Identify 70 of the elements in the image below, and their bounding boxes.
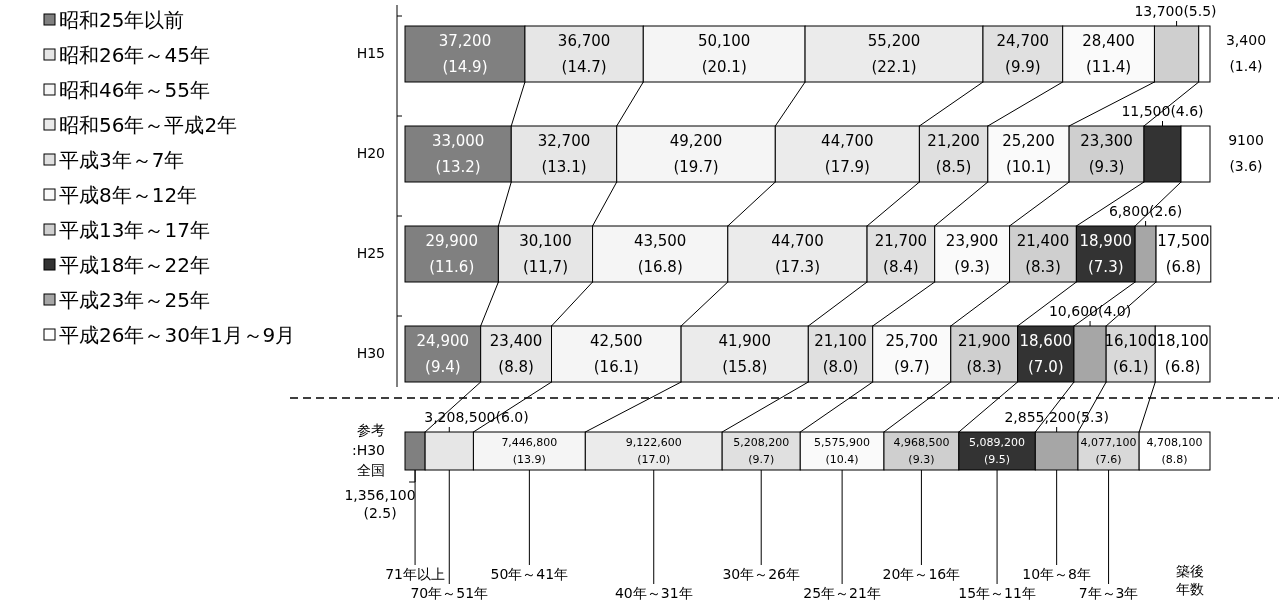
text: 築後年数 [1176,563,1204,597]
data-label: 21,700 (8.4) [874,231,928,276]
legend-label: 平成8年～12年 [59,182,198,207]
legend-label: 平成18年～22年 [59,252,210,277]
data-label: 7,446,800 (13.9) [501,435,558,466]
data-label: 4,708,100 (8.8) [1146,435,1203,466]
data-label: 5,208,200 (9.7) [733,435,790,466]
legend-label: 平成23年～25年 [59,287,210,312]
y-tick-label: H30 [356,345,385,361]
data-label: 1,356,100 (2.5) [344,487,416,521]
text: 71年以上 [385,566,445,582]
data-label: 4,968,500 (9.3) [893,435,950,466]
data-label: 9100 (3.6) [1228,132,1264,174]
text: 10年～8年 [1022,566,1092,582]
legend-label: 平成13年～17年 [59,217,210,242]
y-tick-label: 参考 :H30 全国 [351,422,385,478]
data-label: 23,400 (8.8) [489,331,543,376]
text: 20年～16年 [882,566,961,582]
text: 30年～26年 [722,566,801,582]
text: 70年～51年 [410,585,489,601]
data-label: 18,100 (6.8) [1156,331,1209,376]
data-label: 55,200 (22.1) [867,31,921,76]
data-label: 33,000 (13.2) [431,131,485,176]
data-label: 5,575,900 (10.4) [814,435,871,466]
legend-label: 平成26年～30年1月～9月 [59,322,296,347]
legend-label: 平成3年～7年 [59,147,185,172]
legend-label: 昭和26年～45年 [59,42,210,67]
data-label: 17,500 (6.8) [1157,231,1210,276]
data-label: 3,400 (1.4) [1225,32,1267,74]
data-label: 50,100 (20.1) [697,31,751,76]
data-label: 43,500 (16.8) [633,231,687,276]
data-label: 23,900 (9.3) [945,231,999,276]
y-tick-label: H25 [356,245,385,261]
data-label: 2,855,200(5.3) [1004,409,1109,425]
data-label: 36,700 (14.7) [557,31,611,76]
data-label: 4,077,100 (7.6) [1080,435,1137,466]
text: 25年～21年 [803,585,881,601]
data-label: 29,900 (11.6) [425,231,478,276]
data-label: 18,900 (7.3) [1079,231,1132,276]
data-label: 24,700 (9.9) [996,31,1050,76]
data-label: 13,700(5.5) [1134,3,1217,19]
data-label: 5,089,200 (9.5) [969,435,1026,466]
text: 15年～11年 [958,585,1036,601]
data-label: 18,600 (7.0) [1019,331,1073,376]
text: 7年～3年 [1078,585,1139,601]
data-label: 21,900 (8.3) [957,331,1011,376]
data-label: 44,700 (17.9) [821,131,874,176]
data-label: 25,200 (10.1) [1002,131,1055,176]
data-label: 41,900 (15.8) [718,331,771,376]
legend-label: 昭和46年～55年 [59,77,210,102]
data-label: 49,200 (19.7) [669,131,723,176]
data-label: 32,700 (13.1) [537,131,591,176]
data-label: 21,200 (8.5) [927,131,980,176]
text: 50年～41年 [490,566,569,582]
data-label: 23,300 (9.3) [1080,131,1133,176]
y-tick-label: H20 [356,145,385,161]
data-label: 25,700 (9.7) [885,331,938,376]
data-label: 21,100 (8.0) [814,331,867,376]
data-label: 37,200 (14.9) [438,31,492,76]
data-label: 28,400 (11.4) [1082,31,1135,76]
text: 40年～31年 [614,585,693,601]
data-label: 30,100 (11,7) [519,231,572,276]
y-tick-label: H15 [356,45,385,61]
data-label: 44,700 (17.3) [771,231,824,276]
legend-label: 昭和25年以前 [59,7,185,32]
data-label: 9,122,600 (17.0) [625,435,682,466]
legend-label: 昭和56年～平成2年 [59,112,238,137]
data-label: 21,400 (8.3) [1016,231,1070,276]
data-label: 24,900 (9.4) [416,331,470,376]
data-label: 42,500 (16.1) [590,331,643,376]
